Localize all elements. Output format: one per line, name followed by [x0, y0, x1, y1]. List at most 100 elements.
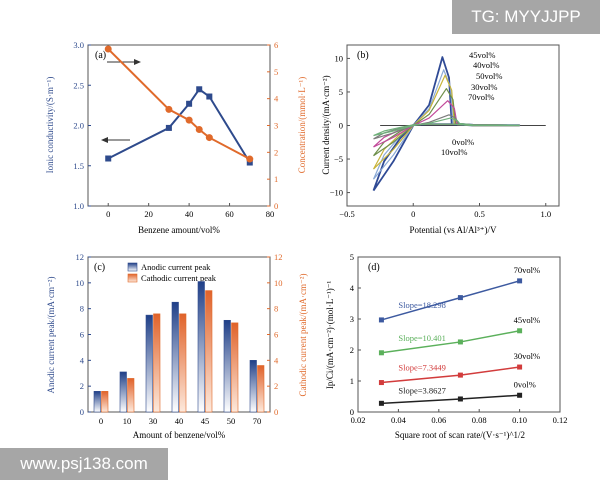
d-ytick-label: 0 — [350, 407, 354, 417]
b-ytick-label: 10 — [335, 53, 344, 63]
a-ytick-right-label: 4 — [274, 94, 279, 104]
c-ytick-left-label: 12 — [76, 252, 85, 262]
watermark-bottom: www.psj138.com — [0, 448, 168, 480]
d-ytick-label: 3 — [350, 314, 354, 324]
b-label-top: 45vol% — [469, 50, 495, 60]
d-ytick-label: 4 — [350, 283, 355, 293]
a-point-conductivity — [196, 86, 203, 93]
a-ytick-left-label: 1.5 — [73, 161, 84, 171]
b-xtick-label: −0.5 — [339, 209, 354, 219]
c-bar-cathodic — [179, 313, 187, 413]
a-point-concentration — [104, 45, 112, 53]
b-label-top: 30vol% — [471, 82, 497, 92]
d-point — [517, 278, 523, 284]
d-xtick-label: 0.04 — [391, 415, 407, 425]
c-bar-anodic — [171, 301, 179, 413]
c-xtick-label: 50 — [227, 416, 236, 426]
c-bar-cathodic — [153, 313, 161, 413]
c-xtick-label: 70 — [253, 416, 262, 426]
c-ytick-left-label: 2 — [80, 381, 84, 391]
a-ytick-right-label: 2 — [274, 147, 278, 157]
d-point — [457, 339, 463, 345]
d-slope-label: Slope=7.3449 — [398, 363, 446, 373]
legend-swatch-cathodic — [127, 273, 138, 283]
panel-d-xlabel: Square root of scan rate/(V·s⁻¹)^1/2 — [395, 430, 525, 440]
panel-c-label: (c) — [94, 262, 105, 273]
panel-c-legend: Anodic current peak Cathodic current pea… — [127, 262, 217, 283]
a-point-concentration — [195, 126, 203, 134]
d-point — [378, 400, 384, 406]
d-slope-label: Slope=3.8627 — [398, 385, 446, 395]
a-point-concentration — [246, 155, 254, 163]
panel-d-ylabel: Ip/Ci/(mA·cm⁻²)·(mol·L⁻¹)⁻¹ — [325, 281, 335, 390]
panel-a-xlabel: Benzene amount/vol% — [138, 225, 220, 235]
legend-anodic: Anodic current peak — [141, 262, 211, 272]
watermark-top: TG: MYYJJPP — [452, 0, 600, 34]
b-xtick-label: 1.0 — [540, 209, 551, 219]
c-bar-cathodic — [231, 322, 239, 413]
panel-d: (d) Square root of scan rate/(V·s⁻¹)^1/2… — [325, 252, 567, 440]
legend-swatch-anodic — [127, 262, 138, 272]
panel-c: (c) Anodic current peak Cathodic current… — [46, 252, 308, 440]
c-bar-anodic — [249, 360, 257, 413]
c-bar-cathodic — [127, 378, 135, 413]
d-ytick-label: 1 — [350, 376, 354, 386]
c-bar-anodic — [145, 314, 153, 413]
d-point — [517, 392, 523, 398]
panel-c-xlabel: Amount of benzene/vol% — [133, 430, 226, 440]
d-xtick-label: 0.08 — [472, 415, 487, 425]
d-xtick-label: 0.02 — [351, 415, 366, 425]
d-point — [378, 317, 384, 323]
a-ytick-right-label: 5 — [274, 67, 278, 77]
b-xtick-label: 0 — [411, 209, 415, 219]
a-xtick-label: 80 — [266, 209, 275, 219]
c-ytick-right-label: 4 — [274, 355, 279, 365]
a-point-concentration — [185, 116, 193, 124]
a-xtick-label: 20 — [144, 209, 153, 219]
a-ytick-left-label: 1.0 — [73, 201, 84, 211]
a-point-concentration — [205, 134, 213, 142]
c-ytick-left-label: 8 — [80, 304, 84, 314]
c-ytick-right-label: 8 — [274, 304, 278, 314]
a-xtick-label: 0 — [106, 209, 110, 219]
panel-a-arrow-left — [101, 137, 130, 143]
d-ytick-label: 5 — [350, 252, 354, 262]
panel-a-label: (a) — [95, 50, 106, 61]
b-ytick-label: 0 — [339, 121, 343, 131]
panel-c-ylabel-left: Anodic current peak/(mA·cm⁻²) — [46, 277, 56, 394]
b-ytick-label: −5 — [334, 154, 343, 164]
d-series-label: 0vol% — [514, 379, 536, 389]
d-point — [378, 380, 384, 386]
legend-cathodic: Cathodic current peak — [141, 273, 217, 283]
a-ytick-right-label: 0 — [274, 201, 278, 211]
a-ytick-left-label: 2.5 — [73, 80, 84, 90]
a-point-concentration — [165, 105, 173, 113]
a-point-conductivity — [105, 155, 112, 162]
d-fit-line-0vol% — [381, 394, 520, 405]
d-point — [457, 372, 463, 378]
c-ytick-right-label: 10 — [274, 278, 283, 288]
a-ytick-left-label: 2.0 — [73, 121, 84, 131]
c-bar-cathodic — [205, 290, 213, 413]
panel-c-ylabel-right: Cathodic current peak/(mA·cm⁻²) — [298, 274, 308, 397]
panel-b: (b) Potential (vs Al/Al³⁺)/V Current den… — [321, 44, 560, 235]
d-series-label: 70vol% — [514, 265, 540, 275]
a-ytick-right-label: 1 — [274, 174, 278, 184]
panel-b-ylabel: Current density/(mA·cm⁻²) — [321, 75, 331, 174]
a-ytick-left-label: 3.0 — [73, 40, 84, 50]
c-ytick-right-label: 6 — [274, 330, 278, 340]
c-bar-cathodic — [101, 391, 109, 413]
c-bar-anodic — [119, 371, 127, 413]
b-label-top: 70vol% — [468, 92, 494, 102]
d-point — [517, 364, 523, 370]
d-ytick-label: 2 — [350, 345, 354, 355]
c-xtick-label: 40 — [175, 416, 184, 426]
c-ytick-right-label: 12 — [274, 252, 283, 262]
a-series-line-0 — [107, 87, 251, 164]
d-xtick-label: 0.10 — [512, 415, 527, 425]
d-point — [378, 350, 384, 356]
d-point — [457, 396, 463, 402]
panel-a-ylabel-left: Ionic conductivity/(S·m⁻¹) — [45, 77, 55, 174]
a-point-conductivity — [186, 100, 193, 107]
